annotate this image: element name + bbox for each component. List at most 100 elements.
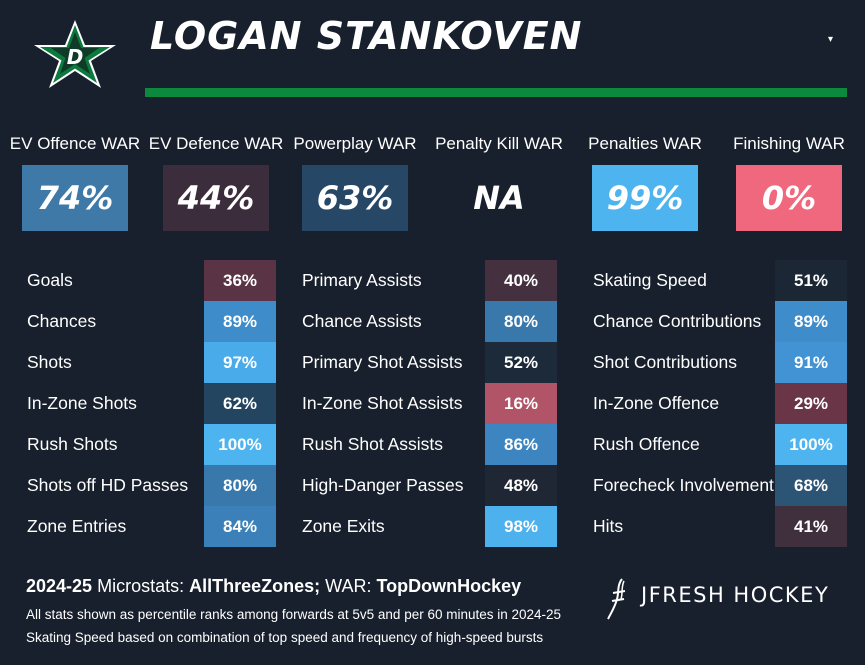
footer-note-percentile: All stats shown as percentile ranks amon… <box>26 607 562 622</box>
stat-row: Hits 41% <box>593 506 848 547</box>
stat-row: Zone Exits 98% <box>302 506 558 547</box>
stat-value: 29% <box>775 383 847 424</box>
stat-row: Chances 89% <box>27 301 276 342</box>
stat-label: Chance Contributions <box>593 311 762 331</box>
war-card: EV Offence WAR 74% <box>5 130 145 231</box>
stat-row: Goals 36% <box>27 260 276 301</box>
war-value: 74% <box>22 165 128 231</box>
stat-value: 51% <box>775 260 847 301</box>
stat-value: 80% <box>204 465 276 506</box>
footer-season: 2024-25 <box>26 576 93 596</box>
stat-label: Rush Offence <box>593 434 700 454</box>
war-label: EV Offence WAR <box>9 134 141 153</box>
stat-value: 84% <box>204 506 276 547</box>
footer-microstats-prefix: Microstats: <box>97 576 185 596</box>
stat-value: 52% <box>485 342 557 383</box>
stat-label: Chances <box>27 311 97 331</box>
war-value: 44% <box>163 165 269 231</box>
title-underline <box>145 88 847 97</box>
dallas-stars-logo-icon: D <box>34 20 116 88</box>
footer-note-skating: Skating Speed based on combination of to… <box>26 630 544 645</box>
stat-value: 80% <box>485 301 557 342</box>
stat-value: 91% <box>775 342 847 383</box>
stat-row: Rush Offence 100% <box>593 424 848 465</box>
war-label: EV Defence WAR <box>148 134 284 153</box>
stat-value: 100% <box>775 424 847 465</box>
stat-value: 16% <box>485 383 557 424</box>
stat-row: Chance Contributions 89% <box>593 301 848 342</box>
war-card: Powerplay WAR 63% <box>285 130 425 231</box>
war-value: 99% <box>592 165 698 231</box>
brand-name: JFRESH HOCKEY <box>641 583 830 607</box>
stat-row: In-Zone Shots 62% <box>27 383 276 424</box>
stat-value: 36% <box>204 260 276 301</box>
stat-label: In-Zone Shot Assists <box>302 393 463 413</box>
stat-value: 48% <box>485 465 557 506</box>
war-card: Penalty Kill WAR NA <box>429 130 569 231</box>
war-label: Penalty Kill WAR <box>435 134 563 153</box>
footer-microstats-source: AllThreeZones; <box>189 576 321 596</box>
stat-label: Shots <box>27 352 72 372</box>
war-label: Powerplay WAR <box>293 134 417 153</box>
stat-row: Rush Shots 100% <box>27 424 276 465</box>
stat-row: Shots 97% <box>27 342 276 383</box>
stat-label: In-Zone Offence <box>593 393 720 413</box>
war-summary-row: EV Offence WAR 74% EV Defence WAR 44% Po… <box>0 130 865 240</box>
stat-label: Goals <box>27 270 73 290</box>
stat-row: Primary Shot Assists 52% <box>302 342 558 383</box>
footer-war-prefix: WAR: <box>325 576 372 596</box>
stat-label: Rush Shot Assists <box>302 434 444 454</box>
chevron-down-icon[interactable]: ▾ <box>828 34 834 45</box>
stat-value: 68% <box>775 465 847 506</box>
war-card: EV Defence WAR 44% <box>146 130 286 231</box>
stat-row: In-Zone Shot Assists 16% <box>302 383 558 424</box>
war-value: 63% <box>302 165 408 231</box>
stat-row: Skating Speed 51% <box>593 260 848 301</box>
stat-label: Primary Assists <box>302 270 422 290</box>
stat-label: High-Danger Passes <box>302 475 464 495</box>
stat-label: Skating Speed <box>593 270 707 290</box>
jfresh-logo-icon <box>607 578 626 620</box>
stat-row: Shots off HD Passes 80% <box>27 465 276 506</box>
stat-label: Zone Exits <box>302 516 385 536</box>
stat-label: Chance Assists <box>302 311 422 331</box>
stat-label: Shot Contributions <box>593 352 737 372</box>
stat-row: Zone Entries 84% <box>27 506 276 547</box>
footer-war-source: TopDownHockey <box>376 576 522 596</box>
war-label: Finishing WAR <box>733 134 845 153</box>
war-value: NA <box>446 165 552 231</box>
stats-column-shooting: Goals 36% Chances 89% Shots 97% In-Zone Sho… <box>27 260 276 550</box>
svg-text:D: D <box>67 45 84 69</box>
stat-value: 62% <box>204 383 276 424</box>
stat-value: 41% <box>775 506 847 547</box>
stat-value: 86% <box>485 424 557 465</box>
stat-value: 89% <box>204 301 276 342</box>
stat-row: High-Danger Passes 48% <box>302 465 558 506</box>
war-value: 0% <box>736 165 842 231</box>
stat-label: Forecheck Involvement <box>593 475 774 495</box>
stat-label: In-Zone Shots <box>27 393 137 413</box>
stat-row: Shot Contributions 91% <box>593 342 848 383</box>
stat-row: Rush Shot Assists 86% <box>302 424 558 465</box>
stat-value: 98% <box>485 506 557 547</box>
stat-row: In-Zone Offence 29% <box>593 383 848 424</box>
footer-sources: 2024-25 Microstats: AllThreeZones; WAR: … <box>26 576 521 597</box>
stat-label: Hits <box>593 516 624 536</box>
stats-column-transition: Skating Speed 51% Chance Contributions 89%… <box>593 260 848 550</box>
stat-value: 97% <box>204 342 276 383</box>
war-card: Finishing WAR 0% <box>719 130 859 231</box>
war-card: Penalties WAR 99% <box>575 130 715 231</box>
stat-value: 40% <box>485 260 557 301</box>
stat-row: Forecheck Involvement 68% <box>593 465 848 506</box>
stat-row: Chance Assists 80% <box>302 301 558 342</box>
stat-label: Zone Entries <box>27 516 127 536</box>
war-label: Penalties WAR <box>588 134 702 153</box>
stat-value: 100% <box>204 424 276 465</box>
stat-label: Shots off HD Passes <box>27 475 189 495</box>
stats-column-passing: Primary Assists 40% Chance Assists 80% Pri… <box>302 260 558 550</box>
stat-label: Primary Shot Assists <box>302 352 463 372</box>
player-name-title: LOGAN STANKOVEN <box>150 14 583 58</box>
stat-row: Primary Assists 40% <box>302 260 558 301</box>
stat-value: 89% <box>775 301 847 342</box>
stat-label: Rush Shots <box>27 434 118 454</box>
